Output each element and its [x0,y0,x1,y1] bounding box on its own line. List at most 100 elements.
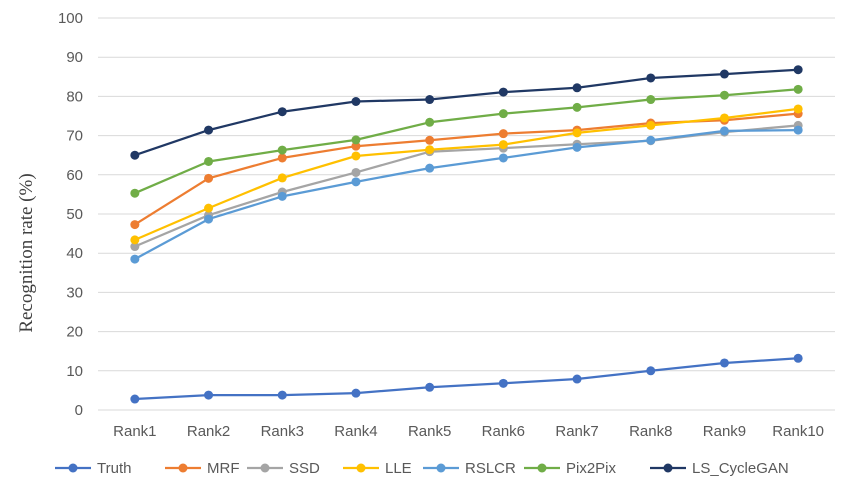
data-point [351,177,361,187]
data-point [498,153,508,163]
y-tick-label: 60 [66,167,83,184]
legend-label: Pix2Pix [566,460,617,477]
series-ls-cyclegan [130,65,803,160]
data-point [130,394,140,404]
data-point [425,382,435,392]
data-point [425,145,435,155]
y-tick-label: 80 [66,88,83,105]
x-tick-label: Rank7 [555,423,598,440]
data-point [277,153,287,163]
legend-swatch-marker [436,463,446,473]
series-line [134,88,799,195]
x-tick-label: Rank3 [261,423,304,440]
x-tick-label: Rank2 [187,423,230,440]
data-point [572,128,582,138]
y-tick-label: 30 [66,284,83,301]
x-axis-ticks: Rank1 Rank2 Rank3 Rank4 Rank5 Rank6 Rank7 Rank8… [113,423,824,440]
data-point [130,235,140,245]
y-tick-label: 100 [58,10,83,27]
data-point [793,125,803,135]
legend-item: Truth [55,460,131,477]
data-point [277,107,287,117]
legend-label: SSD [289,460,320,477]
data-point [719,113,729,123]
data-point [719,358,729,368]
legend-item: SSD [247,460,320,477]
data-point [498,109,508,119]
data-point [425,135,435,145]
x-tick-label: Rank1 [113,423,156,440]
data-point [646,95,656,105]
legend-label: LS_CycleGAN [692,460,789,477]
legend-swatch-marker [260,463,270,473]
data-point [351,96,361,106]
series-line [134,124,799,248]
data-point [646,135,656,145]
y-tick-label: 70 [66,128,83,145]
legend-label: LLE [385,460,412,477]
legend-item: LS_CycleGAN [650,460,789,477]
data-point [130,150,140,160]
data-point [277,191,287,201]
x-tick-label: Rank5 [408,423,451,440]
legend-item: Pix2Pix [524,460,617,477]
series-lle [130,104,803,245]
series-line [134,68,799,157]
y-tick-label: 90 [66,49,83,66]
series-pix2pix [130,84,803,198]
data-point [793,65,803,75]
legend: Truth MRF SSD LLE RSLCR Pix2Pix LS_CycleGAN [55,460,789,477]
data-point [204,156,214,166]
y-tick-label: 40 [66,245,83,262]
data-point [130,242,140,252]
y-axis-label: Recognition rate (%) [16,173,37,332]
data-point [425,163,435,173]
legend-item: LLE [343,460,412,477]
data-point [498,87,508,97]
y-tick-label: 20 [66,324,83,341]
data-point [793,84,803,94]
data-point [277,173,287,183]
data-point [572,83,582,93]
data-point [351,135,361,145]
x-tick-label: Rank10 [772,423,824,440]
data-point [425,95,435,105]
data-point [498,140,508,150]
data-point [130,220,140,230]
legend-swatch-marker [68,463,78,473]
x-tick-label: Rank4 [334,423,377,440]
data-point [351,141,361,151]
legend-swatch-marker [663,463,673,473]
series-truth [130,353,803,404]
data-point [572,142,582,152]
data-point [498,129,508,139]
data-point [351,388,361,398]
data-point [646,73,656,83]
legend-item: RSLCR [423,460,516,477]
data-point [646,120,656,130]
series-line [134,128,799,261]
data-point [351,167,361,177]
series-lines [130,65,803,404]
data-point [204,214,214,224]
legend-swatch-marker [537,463,547,473]
data-point [719,126,729,136]
data-point [204,203,214,213]
legend-item: MRF [165,460,240,477]
data-point [277,390,287,400]
data-point [130,254,140,264]
legend-label: RSLCR [465,460,516,477]
data-point [793,104,803,114]
data-point [204,390,214,400]
legend-label: Truth [97,460,131,477]
x-tick-label: Rank9 [703,423,746,440]
series-line [134,107,799,241]
data-point [351,151,361,161]
series-line [134,357,799,401]
data-point [425,117,435,127]
x-tick-label: Rank8 [629,423,672,440]
data-point [204,125,214,135]
data-point [793,353,803,363]
series-rslcr [130,125,803,264]
